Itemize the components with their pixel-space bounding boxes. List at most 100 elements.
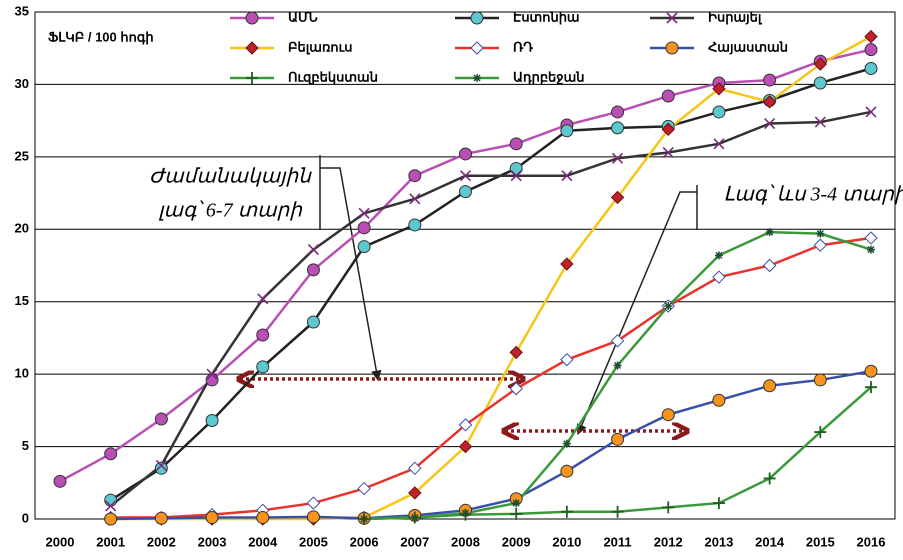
marker — [306, 496, 321, 510]
marker — [713, 138, 725, 150]
point — [408, 218, 422, 232]
marker — [245, 41, 259, 55]
marker — [357, 221, 371, 235]
point — [306, 510, 320, 524]
marker — [712, 497, 725, 510]
point — [357, 240, 371, 254]
point — [813, 238, 828, 252]
marker — [712, 270, 726, 284]
point — [864, 231, 878, 245]
x-tick-label: 2015 — [806, 534, 835, 549]
point — [816, 229, 825, 238]
marker — [763, 472, 776, 485]
marker — [712, 105, 726, 119]
unit-label: ՖԼԿԲ / 100 հոգի — [48, 29, 154, 44]
point — [470, 11, 484, 25]
point — [763, 379, 777, 393]
point — [661, 122, 675, 137]
point — [104, 447, 118, 461]
x-tick-label: 2008 — [451, 534, 480, 549]
lag-annotation-1 — [240, 155, 522, 380]
marker — [664, 302, 673, 311]
x-tick-label: 2002 — [147, 534, 176, 549]
marker — [864, 29, 878, 44]
marker — [509, 161, 523, 175]
marker — [712, 82, 726, 96]
marker — [762, 95, 777, 109]
legend-label: Ադրբեջան — [513, 69, 584, 84]
point — [104, 493, 118, 507]
marker — [610, 190, 625, 205]
marker — [154, 412, 168, 426]
marker — [459, 170, 472, 182]
x-tick-label: 2003 — [198, 534, 227, 549]
marker — [205, 373, 219, 387]
point — [470, 41, 484, 55]
marker — [666, 12, 678, 24]
marker — [813, 238, 828, 252]
marker — [257, 293, 269, 305]
point — [560, 124, 574, 138]
marker — [306, 510, 320, 524]
point — [562, 439, 571, 448]
marker — [357, 481, 371, 496]
legend-item: ՌԴ — [455, 39, 533, 55]
x-tick-label: 2013 — [704, 534, 733, 549]
marker — [662, 146, 674, 159]
marker — [613, 361, 622, 370]
marker — [813, 76, 827, 90]
legend-item: Իսրայել — [650, 9, 763, 24]
marker — [509, 137, 523, 151]
y-tick-label: 0 — [22, 510, 29, 525]
point — [864, 43, 878, 57]
point — [765, 228, 774, 237]
point — [509, 137, 523, 151]
point — [459, 170, 472, 182]
legend-label: Ուզբեկստան — [288, 69, 378, 84]
point — [154, 511, 168, 525]
point — [154, 461, 168, 475]
marker — [53, 474, 67, 488]
marker — [665, 41, 679, 55]
marker — [459, 185, 472, 199]
point — [712, 270, 726, 284]
marker — [509, 381, 523, 396]
point — [865, 381, 877, 394]
x-tick-label: 2006 — [350, 534, 379, 549]
series-line — [59, 48, 872, 483]
annotation: Ժամանակային — [149, 166, 312, 188]
point — [105, 500, 117, 512]
legend-label: ՌԴ — [513, 39, 533, 54]
point — [560, 464, 574, 478]
marker — [661, 122, 675, 137]
x-tick-label: 2000 — [46, 534, 75, 549]
marker — [865, 106, 877, 118]
y-tick-label: 5 — [22, 438, 29, 453]
legend-item: Բելառուս — [230, 39, 353, 55]
series-line — [109, 110, 872, 507]
marker — [470, 41, 484, 55]
marker — [560, 257, 574, 271]
point — [205, 413, 219, 427]
point — [509, 161, 523, 175]
point — [560, 352, 574, 367]
point — [461, 509, 470, 518]
point — [256, 328, 270, 342]
y-tick-label: 20 — [15, 221, 29, 236]
point — [458, 418, 473, 432]
point — [813, 373, 827, 387]
point — [560, 505, 573, 518]
marker — [560, 124, 574, 138]
marker — [155, 459, 167, 471]
point — [611, 152, 624, 164]
marker — [763, 73, 777, 87]
point — [867, 245, 875, 254]
marker — [661, 89, 675, 103]
point — [712, 497, 725, 510]
point — [306, 496, 321, 510]
point — [155, 459, 167, 471]
marker — [864, 43, 878, 57]
point — [306, 315, 320, 329]
marker — [206, 368, 218, 380]
y-tick-label: 35 — [15, 3, 29, 18]
